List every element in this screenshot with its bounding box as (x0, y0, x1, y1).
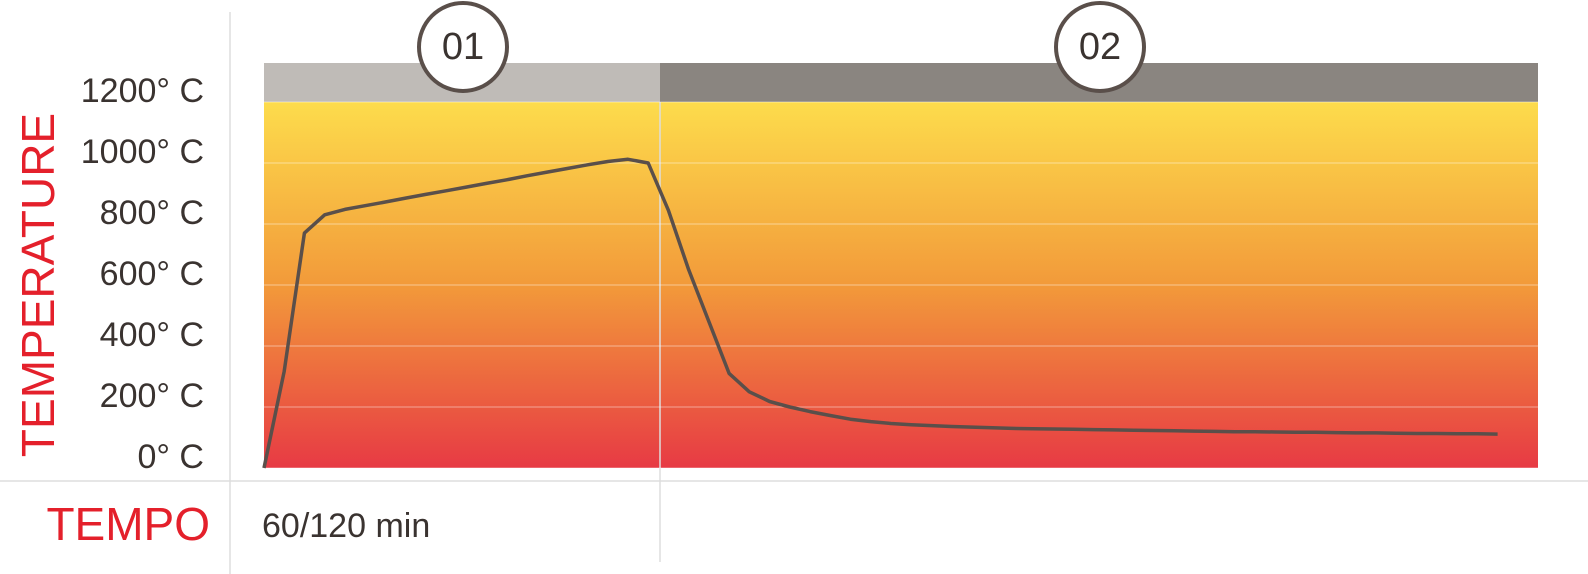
phase-label: 01 (442, 26, 484, 68)
y-tick-label: 400° C (100, 316, 204, 354)
x-axis-title: TEMPO (46, 498, 210, 550)
y-tick-label: 200° C (100, 377, 204, 415)
plot-area (264, 102, 1538, 468)
y-tick-label: 1000° C (81, 133, 204, 171)
phase-badge (1054, 1, 1146, 93)
duration-label: 60/120 min (262, 507, 430, 545)
y-tick-label: 0° C (137, 438, 204, 476)
y-tick-label: 1200° C (81, 72, 204, 110)
phase-label: 02 (1079, 26, 1121, 68)
temperature-line (262, 157, 1498, 469)
y-tick-label: 600° C (100, 255, 204, 293)
y-tick-label: 800° C (100, 194, 204, 232)
phase-badge (417, 1, 509, 93)
y-axis-title: TEMPERATURE (12, 113, 64, 457)
